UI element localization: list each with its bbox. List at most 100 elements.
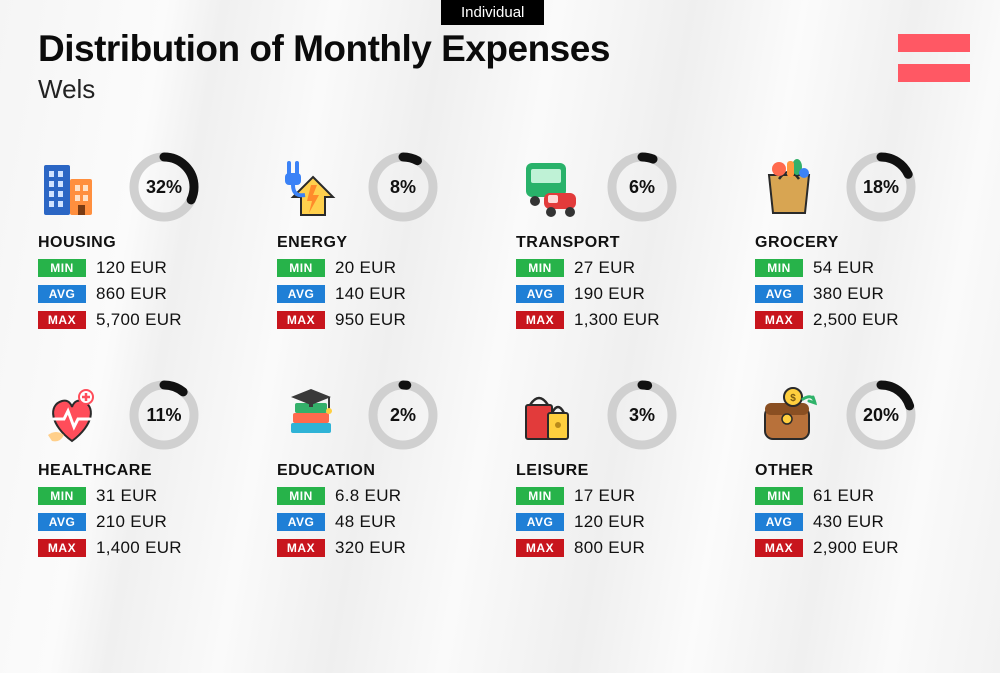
card-healthcare: 11% HEALTHCARE MIN 31 EUR AVG 210 EUR MA… bbox=[38, 378, 253, 558]
categories-grid: 32% HOUSING MIN 120 EUR AVG 860 EUR MAX … bbox=[38, 150, 970, 558]
stat-min: MIN 17 EUR bbox=[516, 486, 731, 506]
badge-avg: AVG bbox=[38, 513, 86, 531]
badge-min: MIN bbox=[516, 259, 564, 277]
stat-min: MIN 20 EUR bbox=[277, 258, 492, 278]
stat-avg: AVG 120 EUR bbox=[516, 512, 731, 532]
badge-max: MAX bbox=[277, 311, 325, 329]
stat-avg: AVG 430 EUR bbox=[755, 512, 970, 532]
percent-ring-education: 2% bbox=[367, 379, 439, 451]
stat-max: MAX 5,700 EUR bbox=[38, 310, 253, 330]
svg-text:$: $ bbox=[790, 393, 796, 404]
other-icon: $ bbox=[755, 381, 827, 449]
value-max: 2,900 EUR bbox=[813, 538, 899, 558]
stat-min: MIN 54 EUR bbox=[755, 258, 970, 278]
percent-ring-grocery: 18% bbox=[845, 151, 917, 223]
value-min: 120 EUR bbox=[96, 258, 167, 278]
value-min: 20 EUR bbox=[335, 258, 396, 278]
leisure-icon bbox=[516, 381, 588, 449]
badge-min: MIN bbox=[38, 259, 86, 277]
percent-label: 20% bbox=[845, 379, 917, 451]
card-housing: 32% HOUSING MIN 120 EUR AVG 860 EUR MAX … bbox=[38, 150, 253, 330]
healthcare-icon bbox=[38, 381, 110, 449]
page-title: Distribution of Monthly Expenses bbox=[38, 28, 610, 70]
card-energy: 8% ENERGY MIN 20 EUR AVG 140 EUR MAX 950… bbox=[277, 150, 492, 330]
value-max: 950 EUR bbox=[335, 310, 406, 330]
value-max: 5,700 EUR bbox=[96, 310, 182, 330]
badge-max: MAX bbox=[755, 311, 803, 329]
percent-label: 3% bbox=[606, 379, 678, 451]
badge-min: MIN bbox=[755, 487, 803, 505]
percent-label: 32% bbox=[128, 151, 200, 223]
badge-avg: AVG bbox=[755, 513, 803, 531]
percent-ring-housing: 32% bbox=[128, 151, 200, 223]
stat-min: MIN 61 EUR bbox=[755, 486, 970, 506]
stat-max: MAX 2,900 EUR bbox=[755, 538, 970, 558]
stat-max: MAX 1,400 EUR bbox=[38, 538, 253, 558]
category-tag: Individual bbox=[441, 0, 544, 25]
badge-avg: AVG bbox=[277, 285, 325, 303]
category-name: HOUSING bbox=[38, 234, 253, 252]
category-name: ENERGY bbox=[277, 234, 492, 252]
category-name: OTHER bbox=[755, 462, 970, 480]
value-min: 17 EUR bbox=[574, 486, 635, 506]
badge-max: MAX bbox=[516, 311, 564, 329]
badge-min: MIN bbox=[516, 487, 564, 505]
card-education: 2% EDUCATION MIN 6.8 EUR AVG 48 EUR MAX … bbox=[277, 378, 492, 558]
value-avg: 190 EUR bbox=[574, 284, 645, 304]
value-max: 1,300 EUR bbox=[574, 310, 660, 330]
value-min: 54 EUR bbox=[813, 258, 874, 278]
stat-max: MAX 2,500 EUR bbox=[755, 310, 970, 330]
percent-label: 18% bbox=[845, 151, 917, 223]
flag-stripe-top bbox=[898, 34, 970, 52]
card-grocery: 18% GROCERY MIN 54 EUR AVG 380 EUR MAX 2… bbox=[755, 150, 970, 330]
badge-avg: AVG bbox=[755, 285, 803, 303]
badge-max: MAX bbox=[277, 539, 325, 557]
value-avg: 48 EUR bbox=[335, 512, 396, 532]
card-other: $ 20% OTHER MIN 61 EUR AVG 430 EUR MAX 2… bbox=[755, 378, 970, 558]
stat-max: MAX 320 EUR bbox=[277, 538, 492, 558]
stat-avg: AVG 210 EUR bbox=[38, 512, 253, 532]
flag-icon bbox=[898, 34, 970, 82]
percent-label: 6% bbox=[606, 151, 678, 223]
category-name: HEALTHCARE bbox=[38, 462, 253, 480]
percent-label: 2% bbox=[367, 379, 439, 451]
value-max: 2,500 EUR bbox=[813, 310, 899, 330]
percent-ring-other: 20% bbox=[845, 379, 917, 451]
stat-avg: AVG 380 EUR bbox=[755, 284, 970, 304]
percent-label: 8% bbox=[367, 151, 439, 223]
percent-ring-transport: 6% bbox=[606, 151, 678, 223]
housing-icon bbox=[38, 153, 110, 221]
card-leisure: 3% LEISURE MIN 17 EUR AVG 120 EUR MAX 80… bbox=[516, 378, 731, 558]
category-name: LEISURE bbox=[516, 462, 731, 480]
value-max: 800 EUR bbox=[574, 538, 645, 558]
badge-max: MAX bbox=[38, 311, 86, 329]
grocery-icon bbox=[755, 153, 827, 221]
stat-avg: AVG 48 EUR bbox=[277, 512, 492, 532]
stat-avg: AVG 190 EUR bbox=[516, 284, 731, 304]
value-min: 61 EUR bbox=[813, 486, 874, 506]
value-max: 1,400 EUR bbox=[96, 538, 182, 558]
value-avg: 860 EUR bbox=[96, 284, 167, 304]
badge-max: MAX bbox=[755, 539, 803, 557]
education-icon bbox=[277, 381, 349, 449]
value-max: 320 EUR bbox=[335, 538, 406, 558]
flag-stripe-bottom bbox=[898, 64, 970, 82]
badge-min: MIN bbox=[277, 259, 325, 277]
badge-avg: AVG bbox=[277, 513, 325, 531]
value-avg: 210 EUR bbox=[96, 512, 167, 532]
transport-icon bbox=[516, 153, 588, 221]
badge-min: MIN bbox=[755, 259, 803, 277]
city-name: Wels bbox=[38, 74, 610, 105]
percent-ring-leisure: 3% bbox=[606, 379, 678, 451]
value-min: 6.8 EUR bbox=[335, 486, 401, 506]
stat-min: MIN 31 EUR bbox=[38, 486, 253, 506]
stat-min: MIN 27 EUR bbox=[516, 258, 731, 278]
stat-avg: AVG 140 EUR bbox=[277, 284, 492, 304]
value-avg: 430 EUR bbox=[813, 512, 884, 532]
badge-min: MIN bbox=[277, 487, 325, 505]
value-min: 27 EUR bbox=[574, 258, 635, 278]
category-name: TRANSPORT bbox=[516, 234, 731, 252]
value-avg: 380 EUR bbox=[813, 284, 884, 304]
percent-ring-healthcare: 11% bbox=[128, 379, 200, 451]
energy-icon bbox=[277, 153, 349, 221]
